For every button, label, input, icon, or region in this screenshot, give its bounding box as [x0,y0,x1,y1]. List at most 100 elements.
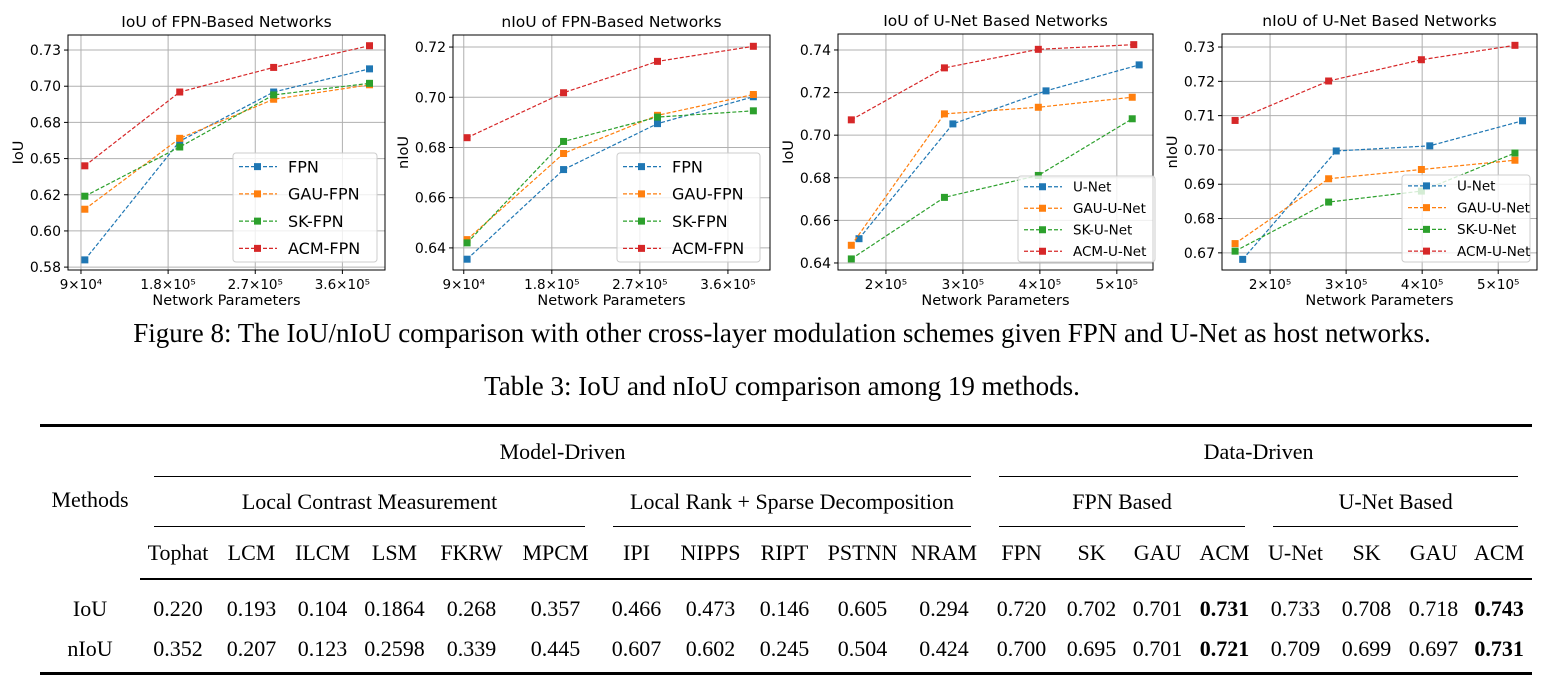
x-tick-label: 5×10⁵ [1477,277,1520,293]
legend-marker [1423,204,1430,212]
y-tick-label: 0.70 [415,90,446,106]
legend-marker [254,163,261,171]
plot-frame [452,34,771,271]
data-point-fpn [463,255,471,263]
legend-label: FPN [288,157,319,176]
chart-niou-fpn: nIoU of FPN-Based Networks 9×10⁴ 1.8×10⁵ 2.… [396,13,771,309]
data-point-sk-u-net [1511,149,1519,157]
data-point-sk-u-net [1231,247,1239,255]
data-point-acm-u-net [940,64,948,72]
y-tick-label: 0.67 [1184,246,1215,262]
results-table: Methods Model-Driven Data-Driven Local C… [40,424,1533,675]
column-header: GAU [1401,527,1467,580]
legend [616,152,761,263]
table-cell: 0.268 [446,596,497,621]
data-point-gau-u-net [1511,156,1519,164]
x-tick-label: 3.6×10⁵ [315,277,370,293]
series-line-gau-u-net [1234,159,1516,245]
table-cell: 0.339 [431,632,512,675]
table-cell: 0.721 [1190,632,1260,675]
table-cell: 0.445 [512,632,599,675]
column-header: ACM [1190,527,1260,580]
series-line-sk-fpn [466,110,754,244]
data-point-gau-fpn [270,95,278,103]
table-cell: 0.104 [297,596,348,621]
row-label: nIoU [40,632,140,675]
data-point-sk-fpn [270,91,278,99]
data-point-acm-fpn [81,162,89,170]
legend-marker [1039,183,1046,191]
x-tick-label: 2.7×10⁵ [228,277,283,293]
data-point-sk-fpn [653,113,661,121]
legend-label: ACM-U-Net [1457,244,1530,260]
table-cell: 0.708 [1341,596,1392,621]
data-point-acm-u-net [1417,56,1425,64]
sub-unet-based: U-Net Based [1259,477,1532,527]
legend-marker [254,244,261,252]
data-point-sk-fpn [749,107,757,115]
x-tick-label: 1.8×10⁵ [140,277,195,293]
x-tick-label: 9×10⁴ [443,277,486,293]
data-point-acm-fpn [560,89,568,97]
legend-marker [1423,247,1430,255]
data-point-acm-fpn [176,88,184,96]
sub-local-contrast: Local Contrast Measurement [140,477,599,527]
table-subheader-row: Local Contrast Measurement Local Rank + … [40,477,1532,527]
legend-marker [1039,247,1046,255]
y-tick-label: 0.65 [30,152,61,168]
y-tick-label: 0.72 [800,86,831,102]
data-point-u-net [1239,255,1247,263]
legend [1017,175,1156,263]
y-axis-label: IoU [781,140,797,164]
data-point-sk-u-net [940,193,948,201]
row-label: IoU [72,595,108,621]
column-header: LCM [216,527,287,580]
table-cell: 0.743 [1474,596,1524,621]
data-point-gau-fpn [176,134,184,142]
table-cell: 0.207 [216,632,287,675]
table-cell: 0.473 [685,596,736,621]
y-tick-label: 0.68 [1184,212,1215,228]
column-header: FKRW [431,527,512,580]
series-line-acm-u-net [851,44,1134,121]
x-tick-label: 3.6×10⁵ [700,277,755,293]
legend-label: GAU-U-Net [1073,201,1146,217]
legend-label: ACM-U-Net [1073,244,1146,260]
data-point-gau-u-net [1325,175,1333,183]
table-row-iou: IoU 0.220 0.193 0.104 0.1864 0.268 0.357 0.466 0… [40,579,1532,632]
data-point-acm-fpn [463,134,471,142]
column-header: MPCM [512,527,599,580]
series-line-fpn [84,68,370,261]
data-point-gau-u-net [1034,103,1042,111]
data-point-u-net [1519,117,1527,125]
data-point-acm-fpn [749,42,757,50]
y-tick-label: 0.68 [415,140,446,156]
table-cell: 0.146 [759,596,810,621]
x-axis-label: Network Parameters [537,293,685,309]
y-tick-label: 0.66 [415,191,446,207]
chart-iou-fpn: IoU of FPN-Based Networks 9×10⁴ 1.8×10⁵ 2.7… [11,13,386,309]
table-cell: 0.731 [1199,596,1250,621]
table-cell: 0.731 [1466,632,1533,675]
x-tick-label: 3×10⁵ [942,277,985,293]
sub-local-rank: Local Rank + Sparse Decomposition [599,477,985,527]
y-tick-label: 0.72 [1184,74,1215,90]
column-header: NRAM [903,527,986,580]
data-point-sk-fpn [81,192,89,200]
y-tick-label: 0.73 [30,43,61,59]
table-cell: 0.466 [611,596,662,621]
y-tick-label: 0.70 [800,128,831,144]
data-point-fpn [366,65,374,73]
table-cell: 0.220 [153,596,203,621]
table-caption: Table 3: IoU and nIoU comparison among 1… [484,371,1080,401]
series-line-acm-fpn [84,45,370,167]
data-point-fpn [81,256,89,264]
table-cell: 0.424 [903,632,986,675]
legend-marker [254,217,261,225]
data-point-u-net [1426,142,1434,150]
chart-title: IoU of FPN-Based Networks [121,13,331,31]
series-line-acm-u-net [1234,44,1516,121]
data-point-acm-u-net [1511,41,1519,49]
column-header: ACM [1466,527,1533,580]
y-tick-label: 0.74 [800,43,831,59]
